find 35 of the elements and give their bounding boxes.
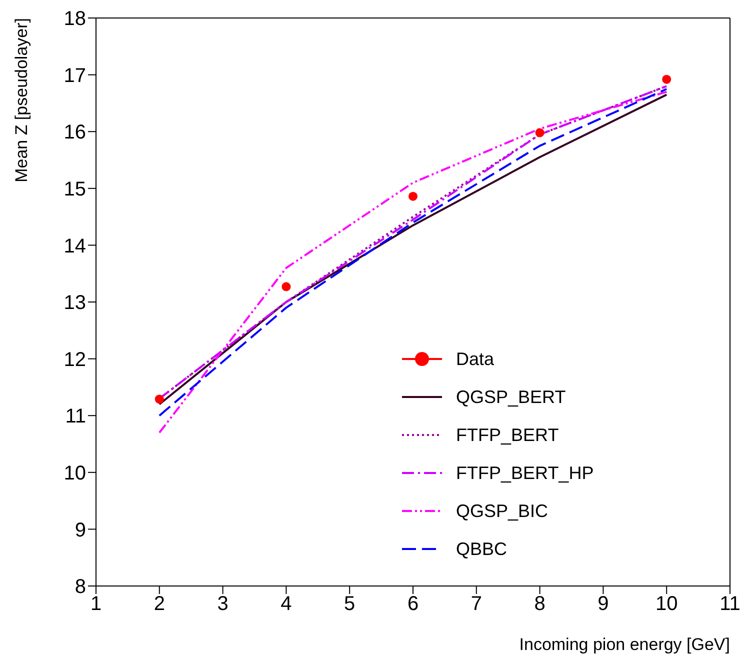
legend-label: Data — [456, 348, 494, 370]
point — [408, 192, 418, 201]
legend-label: FTFP_BERT_HP — [456, 462, 594, 484]
y-tick-label: 12 — [64, 348, 86, 371]
x-tick-label: 4 — [280, 593, 292, 616]
legend-label: QBBC — [456, 538, 508, 560]
x-tick-label: 9 — [598, 593, 609, 616]
point — [535, 128, 544, 138]
point — [662, 74, 672, 84]
y-tick-label: 18 — [64, 8, 86, 30]
y-tick-label: 16 — [64, 122, 86, 144]
point — [154, 394, 164, 404]
x-tick-label: 7 — [470, 593, 482, 616]
legend-label: FTFP_BERT — [456, 424, 559, 446]
y-tick-label: 15 — [64, 178, 86, 200]
y-tick-label: 17 — [64, 64, 86, 87]
x-axis-title: Incoming pion energy [GeV] — [519, 635, 730, 654]
y-tick-label: 14 — [64, 235, 86, 258]
x-tick-label: 2 — [154, 593, 165, 616]
x-tick-label: 3 — [217, 593, 228, 616]
y-tick-label: 10 — [64, 462, 86, 484]
x-tick-label: 11 — [720, 593, 740, 616]
x-tick-label: 6 — [407, 593, 419, 616]
y-tick-label: 8 — [74, 576, 86, 598]
y-tick-label: 9 — [74, 519, 86, 542]
y-tick-label: 13 — [64, 292, 86, 314]
point — [282, 282, 291, 292]
x-tick-label: 5 — [344, 593, 356, 616]
x-tick-label: 10 — [655, 593, 678, 616]
y-tick-label: 11 — [65, 406, 86, 428]
x-tick-label: 8 — [534, 593, 546, 616]
legend-label: QGSP_BERT — [456, 386, 566, 408]
x-tick-label: 1 — [90, 593, 102, 616]
legend-label: QGSP_BIC — [456, 500, 548, 522]
y-axis-title: Mean Z [pseudolayer] — [12, 18, 32, 182]
